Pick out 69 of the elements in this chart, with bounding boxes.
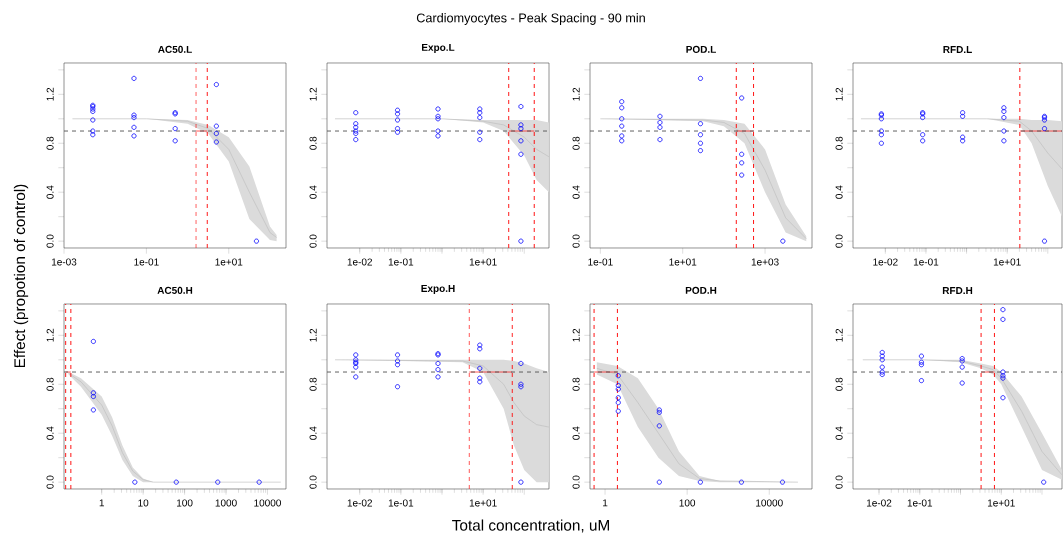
y-tick-label: 0.8 <box>835 377 843 391</box>
y-tick-label: 0.4 <box>835 426 843 440</box>
y-tick-label: 1.2 <box>46 87 54 101</box>
y-tick-label: 0.8 <box>572 377 580 391</box>
y-tick-label: 0.0 <box>309 475 317 489</box>
x-tick-label: 1000 <box>215 499 237 507</box>
x-tick-label: 1e+01 <box>469 258 497 266</box>
x-tick-label: 1e-02 <box>347 499 373 507</box>
x-tick-label: 1e+01 <box>669 258 697 266</box>
chart-title: POD.L <box>686 45 716 53</box>
y-tick-label: 0.4 <box>309 426 317 440</box>
chart-title: RFD.H <box>942 287 973 294</box>
x-tick-label: 10000 <box>254 499 281 507</box>
y-tick-label: 0.4 <box>309 185 317 199</box>
x-tick-label: 1e-02 <box>866 499 892 507</box>
y-tick-label: 0.0 <box>835 475 843 489</box>
x-tick-label: 1e-01 <box>913 258 939 266</box>
y-tick-label: 1.2 <box>46 328 54 342</box>
y-tick-label: 0.4 <box>572 426 580 440</box>
y-tick-label: 0.4 <box>46 185 54 199</box>
x-tick-label: 1 <box>603 499 608 507</box>
x-tick-label: 1e+01 <box>987 499 1015 507</box>
y-tick-label: 0.4 <box>572 185 580 199</box>
y-axis-title: Effect (propotion of control) <box>13 184 29 368</box>
y-tick-label: 1.2 <box>309 87 317 101</box>
x-tick-label: 10000 <box>756 499 783 507</box>
chart-title: RFD.L <box>943 46 972 53</box>
y-tick-label: 0.8 <box>572 136 580 150</box>
x-tick-label: 10 <box>138 499 149 507</box>
x-tick-label: 1e-01 <box>388 258 414 266</box>
y-tick-label: 0.8 <box>309 136 317 150</box>
y-tick-label: 0.8 <box>46 136 54 150</box>
x-tick-label: 1e+03 <box>751 258 779 266</box>
y-tick-label: 0.0 <box>572 234 580 248</box>
x-axis-title: Total concentration, uM <box>452 519 609 533</box>
y-tick-label: 0.0 <box>46 475 54 489</box>
y-tick-label: 1.2 <box>835 87 843 101</box>
chart-title: Expo.L <box>422 43 455 53</box>
y-tick-label: 0.4 <box>46 426 54 440</box>
x-tick-label: 1e-02 <box>347 258 373 266</box>
x-tick-label: 1e-01 <box>907 499 933 507</box>
x-tick-label: 100 <box>177 499 193 507</box>
x-tick-label: 1e-01 <box>388 499 414 507</box>
chart-title: Expo.H <box>421 285 455 294</box>
x-tick-label: 1e+01 <box>469 499 497 507</box>
x-tick-label: 100 <box>679 499 696 507</box>
y-tick-label: 0.8 <box>309 377 317 391</box>
chart-title: AC50.L <box>158 45 192 53</box>
x-tick-label: 1e-02 <box>873 258 898 266</box>
y-tick-label: 1.2 <box>572 328 580 342</box>
x-tick-label: 1e+01 <box>993 258 1021 266</box>
text: Cardiomyocytes - Peak Spacing - 90 min <box>416 13 645 25</box>
y-tick-label: 0.0 <box>835 234 843 248</box>
x-tick-label: 1 <box>99 499 105 507</box>
y-tick-label: 0.8 <box>835 136 843 150</box>
x-tick-label: 1e-01 <box>588 258 613 266</box>
x-tick-label: 1e-01 <box>134 258 159 266</box>
y-tick-label: 1.2 <box>572 87 580 101</box>
y-tick-label: 1.2 <box>309 328 317 342</box>
chart-title: POD.H <box>685 286 717 294</box>
x-tick-label: 1e+01 <box>215 258 243 266</box>
y-tick-label: 0.4 <box>835 185 843 199</box>
y-tick-label: 0.0 <box>309 234 317 248</box>
x-tick-label: 1e-03 <box>51 258 77 266</box>
y-tick-label: 1.2 <box>835 328 843 342</box>
y-tick-label: 0.0 <box>572 475 580 489</box>
chart-title: AC50.H <box>157 286 193 294</box>
y-tick-label: 0.0 <box>46 234 54 248</box>
y-tick-label: 0.8 <box>46 377 54 391</box>
